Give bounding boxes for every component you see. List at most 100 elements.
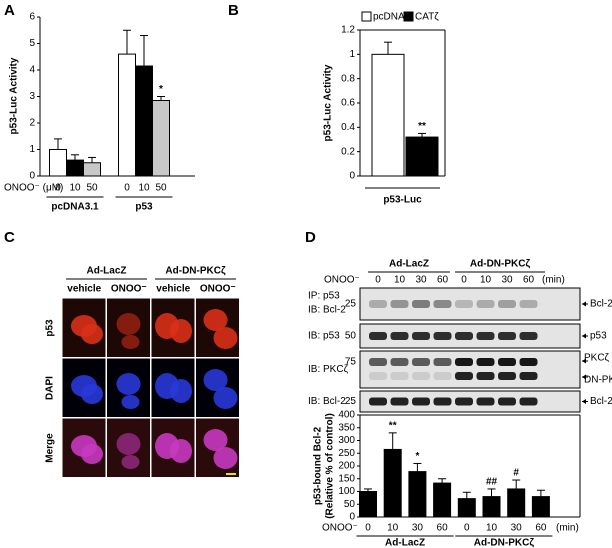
y-tick-label: 1 — [349, 49, 355, 60]
y-tick-label: 0.6 — [341, 98, 355, 109]
nucleus — [81, 324, 103, 344]
bar — [66, 159, 84, 177]
x-tick-label: 50 — [86, 183, 98, 194]
blot-band — [412, 358, 430, 366]
x-unit: (min) — [556, 523, 579, 534]
group-label: Ad-LacZ — [385, 538, 425, 548]
blot-band — [369, 358, 387, 366]
blot-marker: 25 — [345, 396, 357, 407]
blot-treatment: ONOO⁻ — [324, 275, 360, 286]
blot-band — [390, 358, 409, 366]
bar — [531, 496, 550, 518]
lane-label: 10 — [394, 275, 406, 286]
nucleus — [121, 395, 140, 409]
lane-label: 60 — [437, 275, 449, 286]
nucleus — [203, 309, 228, 331]
x-tick-label: p53-Luc — [383, 195, 422, 206]
bar — [135, 65, 153, 177]
x-axis-label: ONOO⁻ (μM) — [4, 183, 63, 194]
blot-target: Bcl-2 — [590, 299, 612, 310]
y-tick-label: 1 — [29, 144, 35, 155]
blot-band — [476, 397, 495, 406]
x-tick-label: 0 — [365, 523, 371, 534]
blot-band — [455, 372, 473, 380]
x-tick-label: 60 — [535, 523, 547, 534]
arrow-head — [582, 301, 586, 307]
y-tick-label: 3 — [29, 91, 35, 102]
nucleus — [203, 369, 228, 391]
nucleus — [213, 327, 238, 349]
x-tick-label: 30 — [412, 523, 424, 534]
blot-row-label: IP: p53 — [308, 291, 340, 302]
lane-label: 30 — [415, 275, 427, 286]
bar — [49, 149, 67, 177]
y-tick-label: 300 — [338, 435, 355, 446]
lane-label: 0 — [375, 275, 381, 286]
blot-band — [433, 372, 452, 380]
column-label: vehicle — [67, 284, 101, 295]
blot-marker: 25 — [345, 299, 357, 310]
blot-row-label: IB: Bcl-2 — [308, 396, 346, 407]
nucleus — [116, 373, 141, 395]
blot-target: p53 — [590, 331, 607, 342]
blot-row-label: IB: Bcl-2 — [308, 305, 346, 316]
blot-band — [476, 358, 495, 366]
y-tick-label: 350 — [338, 422, 355, 433]
blot-row-label: IB: PKCζ — [308, 364, 349, 375]
blot-band — [412, 372, 430, 380]
blot-band — [390, 397, 409, 406]
column-label: vehicle — [156, 284, 190, 295]
column-group-label: Ad-LacZ — [87, 266, 127, 277]
y-axis-label: p53-Luc Activity — [9, 57, 20, 134]
nucleus — [170, 439, 192, 463]
row-label: Merge — [45, 433, 56, 463]
panel-label: B — [228, 2, 239, 19]
y-tick-label: 1.2 — [341, 25, 355, 36]
blot-band — [519, 358, 538, 366]
blot-band — [455, 358, 473, 366]
blot-target: PKCζ — [584, 353, 610, 364]
group-label: Ad-DN-PKCζ — [474, 538, 535, 548]
blot-band — [369, 332, 387, 340]
y-tick-label: 250 — [338, 448, 355, 459]
x-tick-label: 60 — [437, 523, 449, 534]
group-label: pcDNA3.1 — [51, 202, 99, 213]
blot-marker: 50 — [345, 331, 357, 342]
legend-label: CATζ — [415, 12, 439, 23]
x-tick-label: 10 — [387, 523, 399, 534]
annotation: * — [159, 84, 163, 95]
blot-target: DN-PKCζ — [584, 375, 612, 386]
y-tick-label: 0.8 — [341, 73, 355, 84]
blot-band — [519, 372, 538, 380]
arrow-head — [582, 358, 586, 364]
x-tick-label: 50 — [155, 183, 167, 194]
blot-band — [390, 372, 409, 380]
bar — [83, 162, 101, 177]
group-label: p53 — [135, 202, 153, 213]
x-tick-label: 0 — [124, 183, 130, 194]
nucleus — [203, 429, 228, 451]
blot-band — [455, 397, 473, 406]
annotation: * — [415, 451, 419, 462]
y-tick-label: 5 — [29, 38, 35, 49]
nucleus — [116, 313, 141, 335]
blot-row-label: IB: p53 — [308, 331, 340, 342]
blot-band — [476, 332, 495, 340]
blot-band — [412, 332, 430, 340]
y-tick-label: 6 — [29, 12, 35, 23]
lane-label: 10 — [480, 275, 492, 286]
blot-band — [433, 358, 452, 366]
blot-band — [369, 372, 387, 380]
legend-label: pcDNA — [373, 12, 405, 23]
blot-band — [455, 300, 473, 308]
column-label: ONOO⁻ — [200, 284, 236, 295]
x-tick-label: 30 — [511, 523, 523, 534]
bar — [433, 482, 452, 518]
y-tick-label: 4 — [29, 65, 35, 76]
x-tick-label: 10 — [69, 183, 81, 194]
y-tick-label: 0 — [349, 171, 355, 182]
blot-band — [519, 332, 538, 340]
blot-band — [498, 372, 516, 380]
blot-band — [390, 300, 409, 308]
bar — [152, 99, 170, 177]
